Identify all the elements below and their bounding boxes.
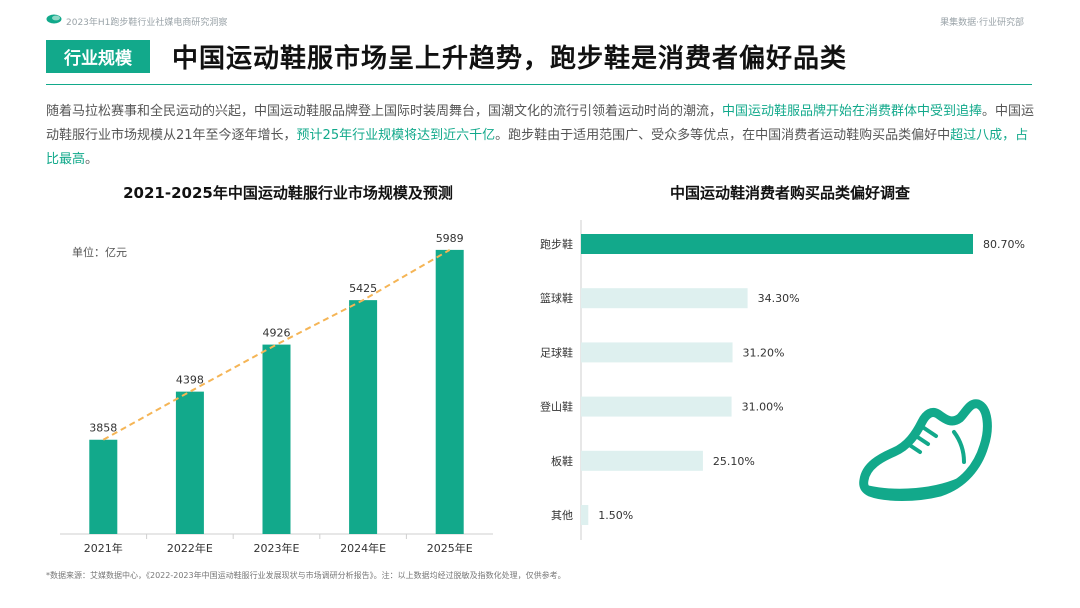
y-tick-登山鞋: 登山鞋 — [540, 400, 573, 414]
data-label-2023年E: 4926 — [263, 327, 291, 340]
y-tick-板鞋: 板鞋 — [551, 454, 573, 468]
logo-icon — [46, 14, 62, 24]
intro-paragraph: 随着马拉松赛事和全民运动的兴起，中国运动鞋服品牌登上国际时装周舞台，国潮文化的流… — [46, 100, 1036, 172]
x-tick-2023年E: 2023年E — [254, 541, 300, 555]
data-source-footnote: *数据来源：艾媒数据中心，《2022-2023年中国运动鞋服行业发展现状与市场调… — [46, 571, 566, 580]
intro-text-3: 。跑步鞋由于适用范围广、受众多等优点，在中国消费者运动鞋购买品类偏好中 — [495, 128, 951, 143]
y-tick-其他: 其他 — [551, 509, 573, 522]
unit-label: 单位：亿元 — [72, 246, 127, 259]
report-title: 2023年H1跑步鞋行业社媒电商研究洞察 — [66, 18, 228, 28]
data-label-足球鞋: 31.20% — [743, 346, 785, 359]
data-label-其他: 1.50% — [598, 509, 633, 522]
bar-2024年E — [349, 300, 378, 534]
header-divider — [46, 84, 1032, 85]
y-tick-跑步鞋: 跑步鞋 — [540, 237, 573, 251]
bar-2025年E — [435, 249, 464, 534]
data-label-板鞋: 25.10% — [713, 455, 755, 468]
bar-2021年 — [89, 439, 118, 534]
intro-text-1: 随着马拉松赛事和全民运动的兴起，中国运动鞋服品牌登上国际时装周舞台，国潮文化的流… — [46, 104, 723, 119]
running-shoe-icon — [859, 399, 992, 501]
x-tick-2024年E: 2024年E — [340, 541, 386, 555]
page-title: 中国运动鞋服市场呈上升趋势，跑步鞋是消费者偏好品类 — [172, 44, 848, 74]
bar-其他 — [581, 505, 589, 525]
market-size-chart-title: 2021-2025年中国运动鞋服行业市场规模及预测 — [123, 184, 453, 202]
y-tick-足球鞋: 足球鞋 — [540, 345, 573, 359]
x-tick-2022年E: 2022年E — [167, 541, 213, 555]
bar-板鞋 — [581, 450, 703, 471]
bar-2023年E — [262, 344, 291, 534]
bar-篮球鞋 — [581, 288, 748, 309]
bar-登山鞋 — [581, 396, 732, 417]
y-tick-篮球鞋: 篮球鞋 — [540, 291, 573, 305]
data-label-跑步鞋: 80.70% — [983, 238, 1025, 251]
x-tick-2021年: 2021年 — [84, 541, 123, 555]
top-bar: 2023年H1跑步鞋行业社媒电商研究洞察 果集数据·行业研究部 — [0, 0, 1080, 36]
data-label-2025年E: 5989 — [436, 232, 464, 245]
bar-2022年E — [175, 391, 204, 534]
intro-text-2: 。中国运动鞋服行业市场规模从21年至今逐年增长， — [46, 104, 1035, 143]
bar-跑步鞋 — [581, 234, 973, 254]
data-label-2021年: 3858 — [89, 422, 117, 435]
section-tag: 行业规模 — [46, 40, 150, 73]
preference-chart-title: 中国运动鞋消费者购买品类偏好调查 — [669, 184, 910, 202]
organization-name: 果集数据·行业研究部 — [940, 18, 1024, 28]
intro-highlight-3: 超过八成，占比最高 — [46, 128, 1029, 167]
data-label-登山鞋: 31.00% — [742, 401, 784, 414]
intro-text-4: 。 — [85, 152, 99, 167]
market-size-bar-chart: 3858 2021年 4398 2022年E 4926 2023年E 5425 2024年E 5… — [60, 232, 493, 555]
intro-highlight-2: 预计25年行业规模将达到近六千亿 — [296, 128, 496, 143]
preference-bar-chart: 跑步鞋 80.70% 篮球鞋 34.30% 足球鞋 31.20% 登山鞋 31.00% 板鞋 25… — [540, 220, 1025, 540]
intro-highlight-1: 中国运动鞋服品牌开始在消费群体中受到追捧 — [722, 104, 983, 119]
x-tick-2025年E: 2025年E — [427, 541, 473, 555]
data-label-2024年E: 5425 — [349, 282, 377, 295]
data-label-篮球鞋: 34.30% — [758, 292, 800, 305]
data-label-2022年E: 4398 — [176, 374, 204, 387]
bar-足球鞋 — [581, 342, 733, 363]
